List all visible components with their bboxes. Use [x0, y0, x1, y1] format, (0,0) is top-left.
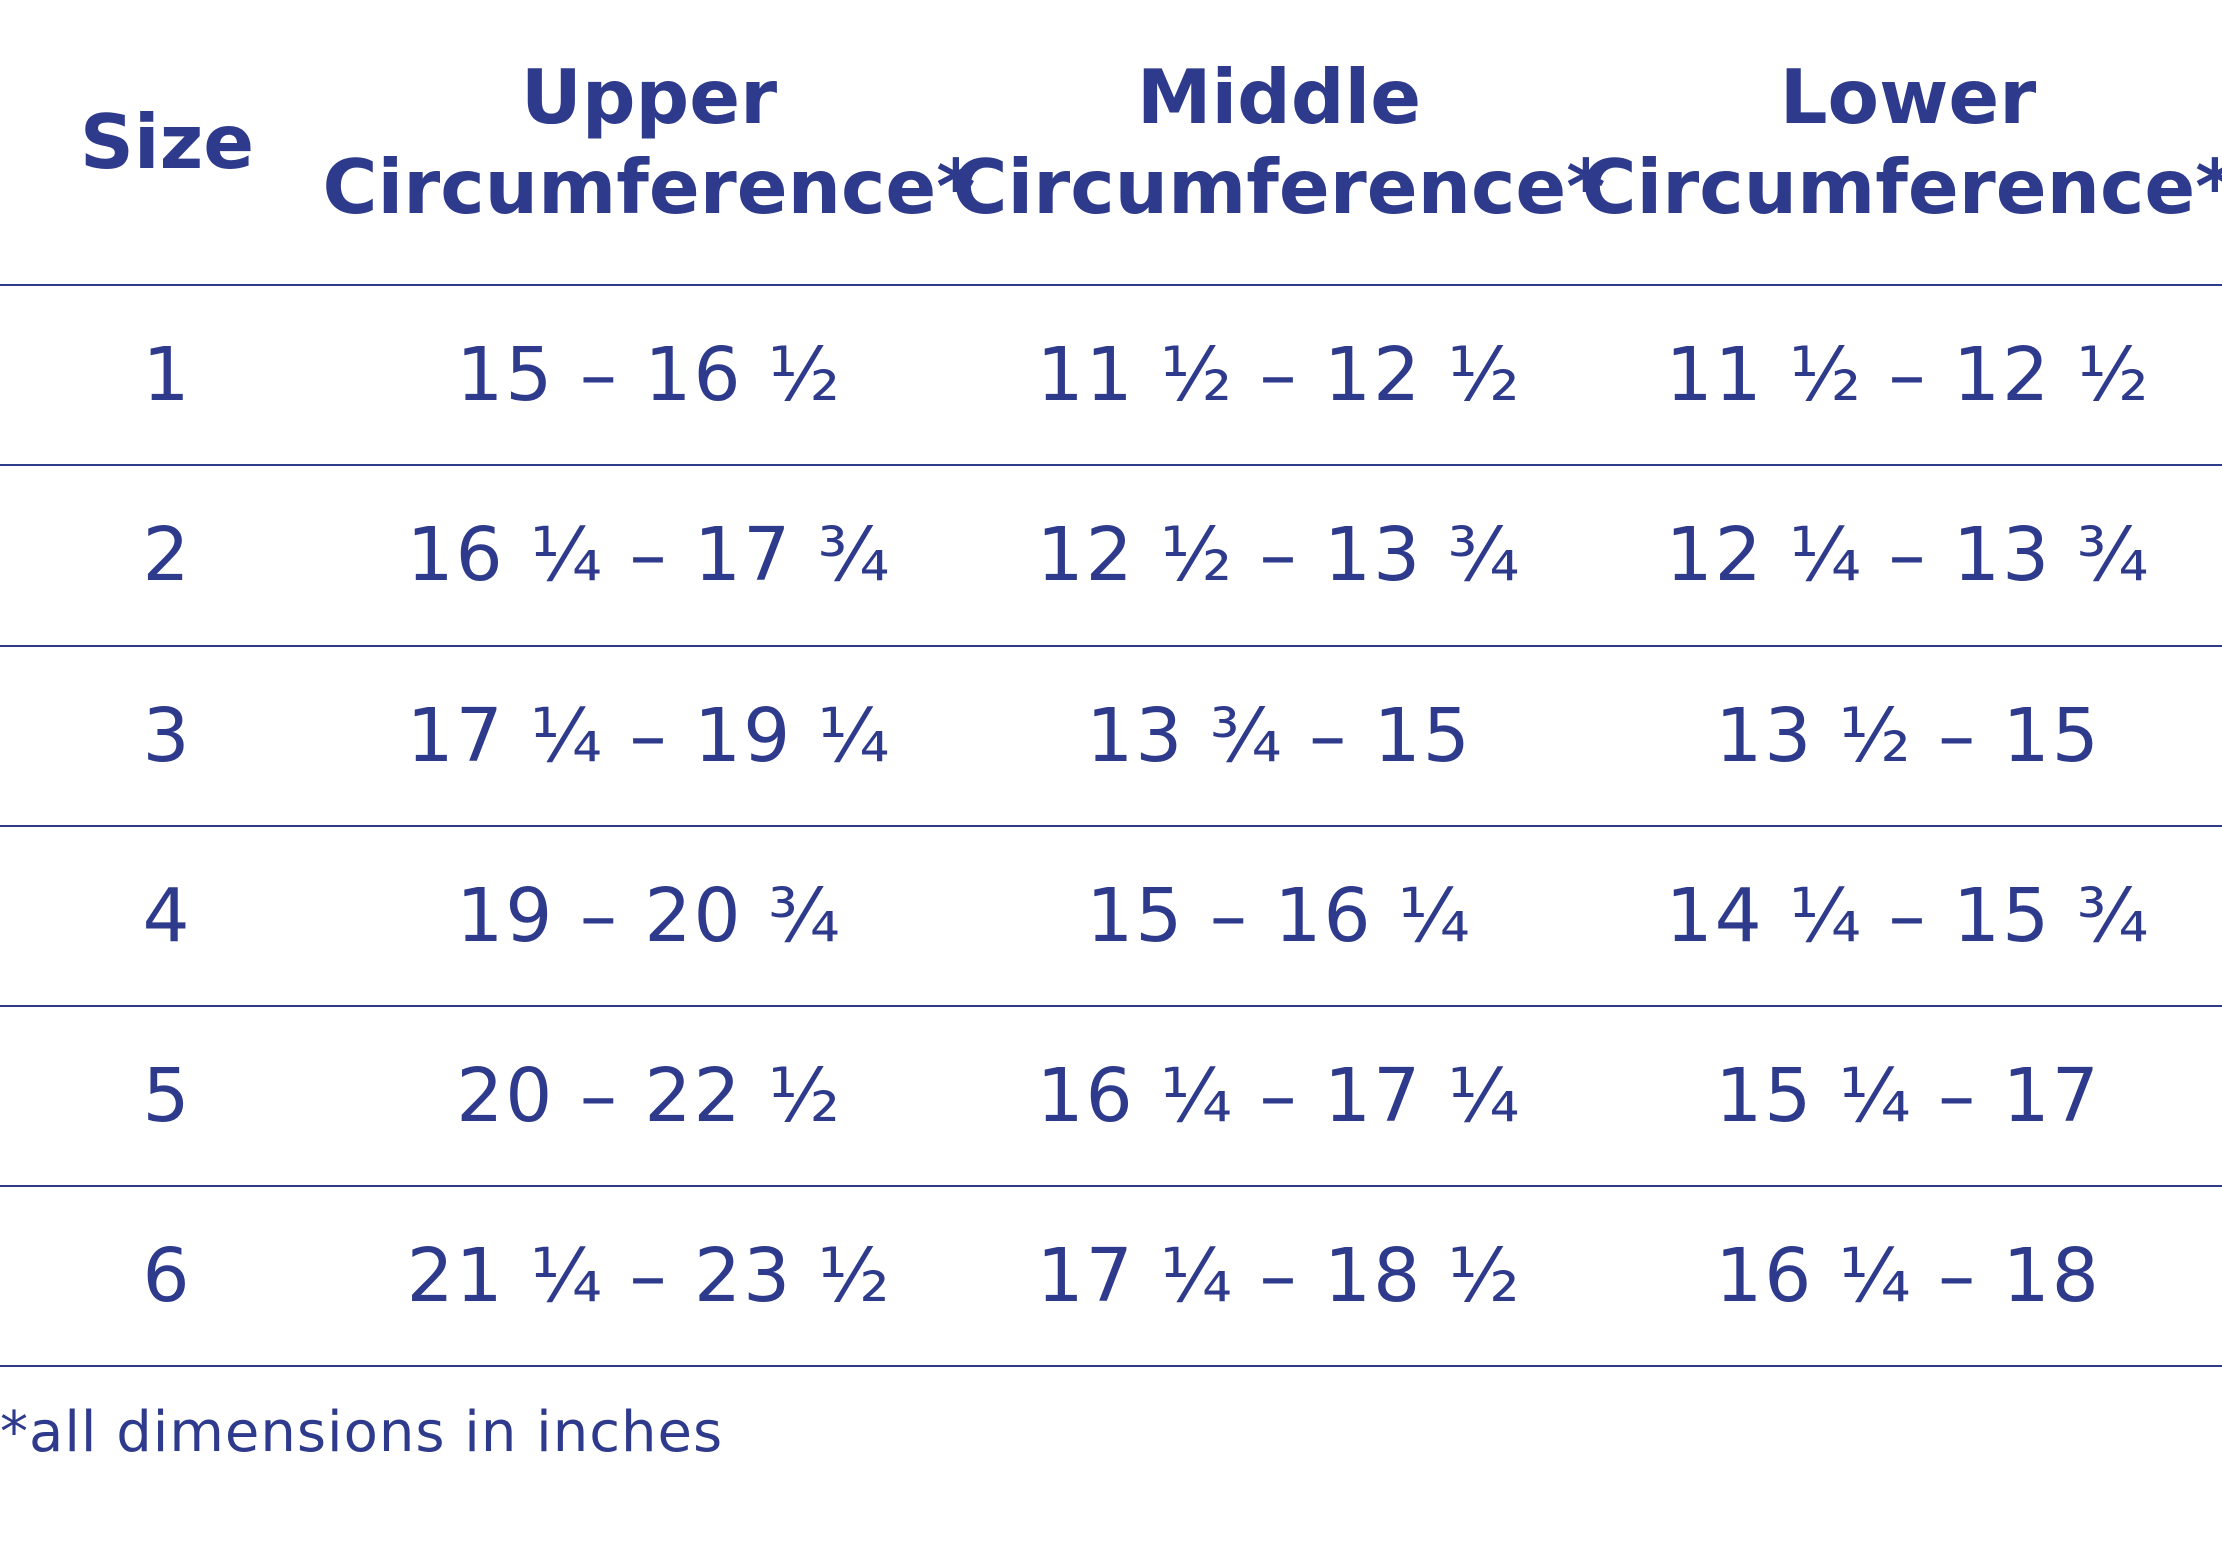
table-divider — [0, 645, 2222, 647]
table-header-row: Size Upper Circumference* Middle Circumf… — [0, 0, 2222, 284]
cell-size: 3 — [142, 693, 192, 779]
cell-middle: 12 ½ – 13 ¾ — [1036, 512, 1522, 598]
cell-lower: 13 ½ – 15 — [1715, 693, 2101, 779]
cell-size: 4 — [142, 873, 192, 959]
cell-lower: 12 ¼ – 13 ¾ — [1665, 512, 2151, 598]
cell-middle: 13 ¾ – 15 — [1086, 693, 1472, 779]
table-divider — [0, 1005, 2222, 1007]
header-size: Size — [0, 0, 334, 284]
header-upper-line1: Upper — [520, 53, 778, 141]
cell-lower: 11 ½ – 12 ½ — [1665, 332, 2151, 418]
cell-size: 1 — [142, 332, 192, 418]
cell-middle: 17 ¼ – 18 ½ — [1036, 1233, 1522, 1319]
cell-middle: 15 – 16 ¼ — [1086, 873, 1472, 959]
table-divider — [0, 464, 2222, 466]
table-row: 6 21 ¼ – 23 ½ 17 ¼ – 18 ½ 16 ¼ – 18 — [0, 1187, 2222, 1365]
cell-upper: 19 – 20 ¾ — [456, 873, 842, 959]
cell-size: 6 — [142, 1233, 192, 1319]
cell-lower: 14 ¼ – 15 ¾ — [1665, 873, 2151, 959]
table-divider — [0, 1185, 2222, 1187]
table-divider — [0, 1365, 2222, 1367]
header-size-label: Size — [79, 98, 255, 186]
cell-upper: 21 ¼ – 23 ½ — [406, 1233, 892, 1319]
cell-middle: 16 ¼ – 17 ¼ — [1036, 1053, 1522, 1139]
table-divider — [0, 825, 2222, 827]
table-row: 5 20 – 22 ½ 16 ¼ – 17 ¼ 15 ¼ – 17 — [0, 1007, 2222, 1185]
cell-upper: 16 ¼ – 17 ¾ — [406, 512, 892, 598]
cell-size: 5 — [142, 1053, 192, 1139]
table-row: 1 15 – 16 ½ 11 ½ – 12 ½ 11 ½ – 12 ½ — [0, 286, 2222, 464]
cell-size: 2 — [142, 512, 192, 598]
cell-upper: 20 – 22 ½ — [456, 1053, 842, 1139]
header-upper-circumference: Upper Circumference* — [322, 0, 975, 284]
header-upper-line2: Circumference* — [322, 143, 976, 231]
table-row: 2 16 ¼ – 17 ¾ 12 ½ – 13 ¾ 12 ¼ – 13 ¾ — [0, 466, 2222, 644]
header-middle-line2: Circumference* — [952, 143, 1606, 231]
header-lower-line1: Lower — [1779, 53, 2037, 141]
cell-upper: 17 ¼ – 19 ¼ — [406, 693, 892, 779]
footnote: *all dimensions in inches — [0, 1400, 724, 1465]
table-row: 4 19 – 20 ¾ 15 – 16 ¼ 14 ¼ – 15 ¾ — [0, 827, 2222, 1005]
table-divider — [0, 284, 2222, 286]
header-middle-line1: Middle — [1136, 53, 1422, 141]
cell-upper: 15 – 16 ½ — [456, 332, 842, 418]
header-middle-circumference: Middle Circumference* — [952, 0, 1605, 284]
table-row: 3 17 ¼ – 19 ¼ 13 ¾ – 15 13 ½ – 15 — [0, 647, 2222, 825]
cell-lower: 16 ¼ – 18 — [1715, 1233, 2101, 1319]
cell-lower: 15 ¼ – 17 — [1715, 1053, 2101, 1139]
cell-middle: 11 ½ – 12 ½ — [1036, 332, 1522, 418]
header-lower-circumference: Lower Circumference* — [1581, 0, 2222, 284]
header-lower-line2: Circumference* — [1581, 143, 2222, 231]
